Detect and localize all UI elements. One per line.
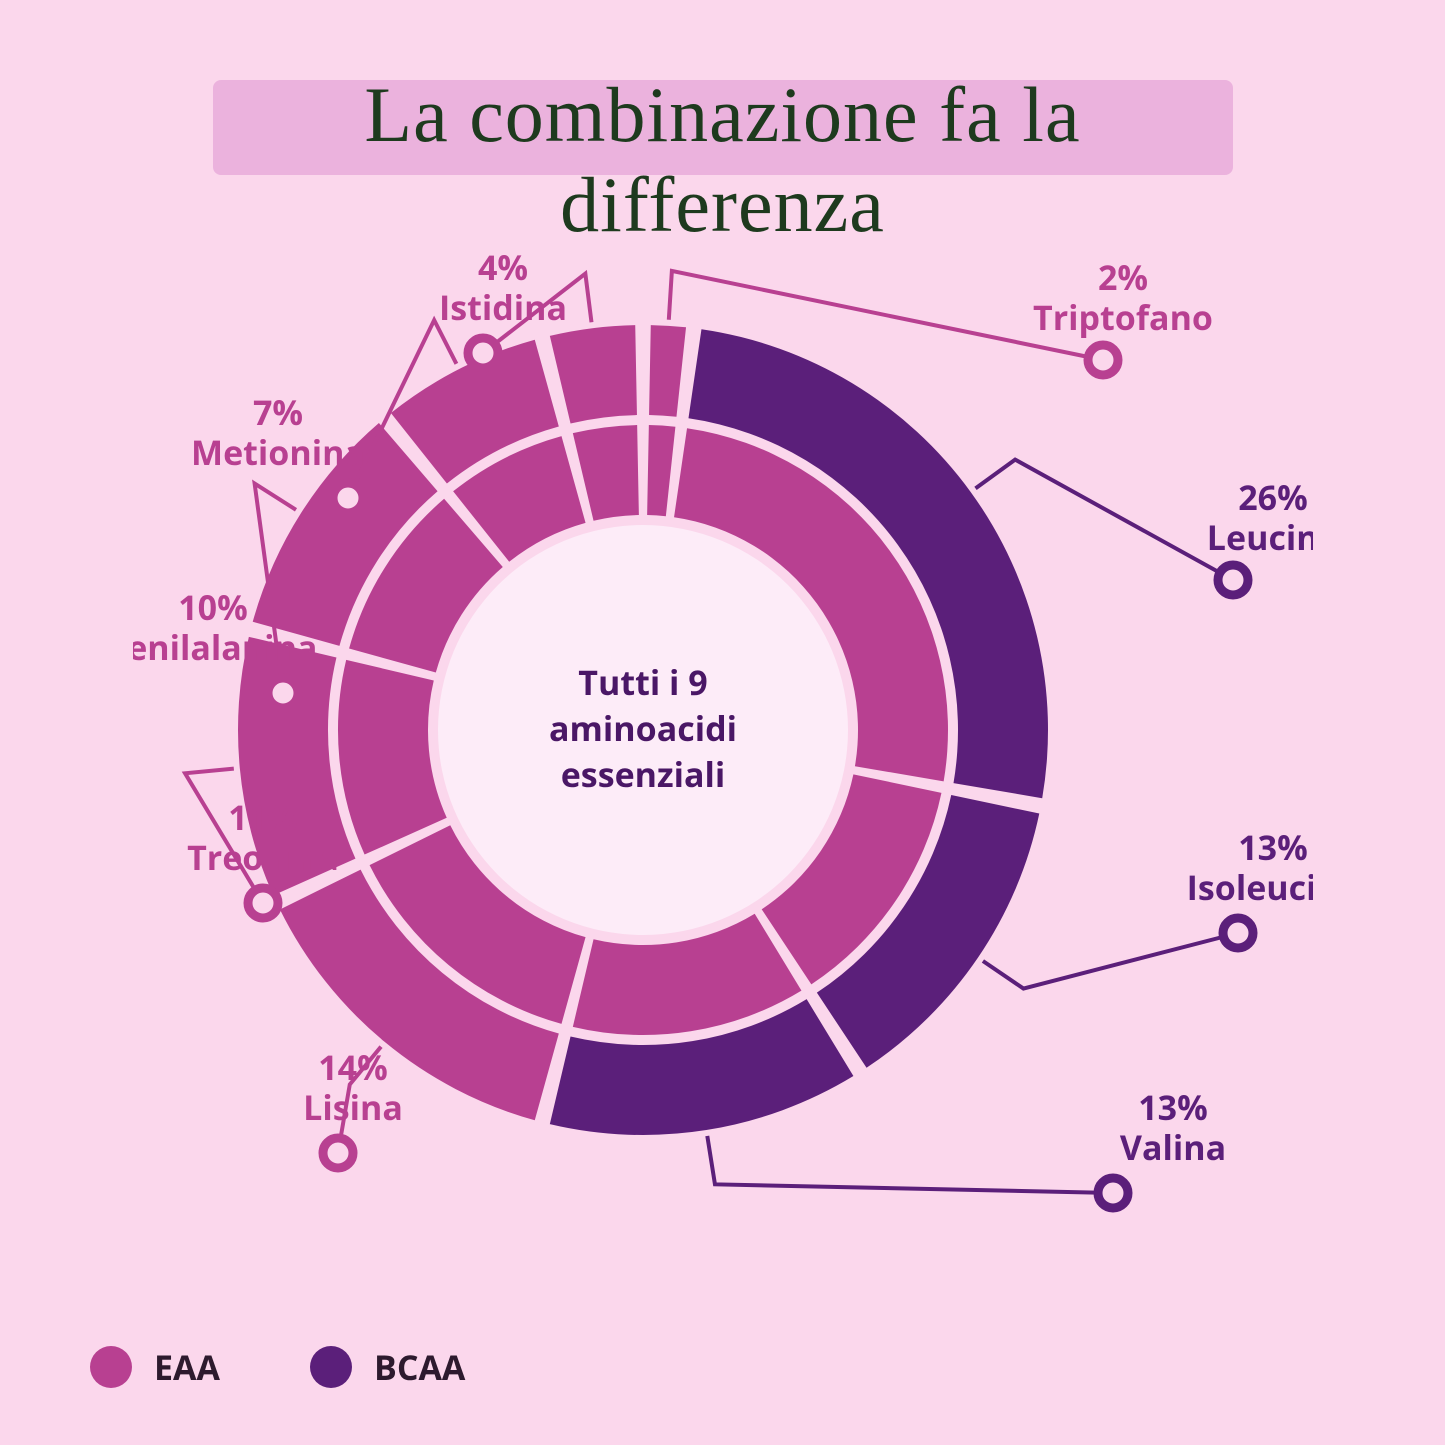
svg-text:Treonina: Treonina	[187, 834, 339, 880]
svg-text:aminoacidi: aminoacidi	[549, 705, 737, 751]
legend-dot-eaa	[90, 1346, 132, 1388]
legend: EAA BCAA	[90, 1344, 465, 1390]
legend-label: EAA	[154, 1344, 220, 1390]
donut-chart: 2%Triptofano26%Leucina13%Isoleucina13%Va…	[133, 220, 1313, 1280]
svg-text:Triptofano: Triptofano	[1033, 294, 1213, 340]
legend-label: BCAA	[374, 1344, 465, 1390]
svg-text:Metionina: Metionina	[191, 429, 365, 475]
svg-text:Lisina: Lisina	[303, 1084, 403, 1130]
legend-item-bcaa: BCAA	[310, 1344, 465, 1390]
svg-text:Valina: Valina	[1119, 1124, 1225, 1170]
legend-dot-bcaa	[310, 1346, 352, 1388]
svg-text:Fenilalanina: Fenilalanina	[133, 624, 317, 670]
svg-text:Tutti i 9: Tutti i 9	[578, 659, 707, 705]
svg-text:Leucina: Leucina	[1206, 514, 1312, 560]
svg-text:essenziali: essenziali	[560, 751, 725, 797]
svg-text:Isoleucina: Isoleucina	[1186, 864, 1312, 910]
svg-text:Istidina: Istidina	[438, 284, 566, 330]
legend-item-eaa: EAA	[90, 1344, 220, 1390]
